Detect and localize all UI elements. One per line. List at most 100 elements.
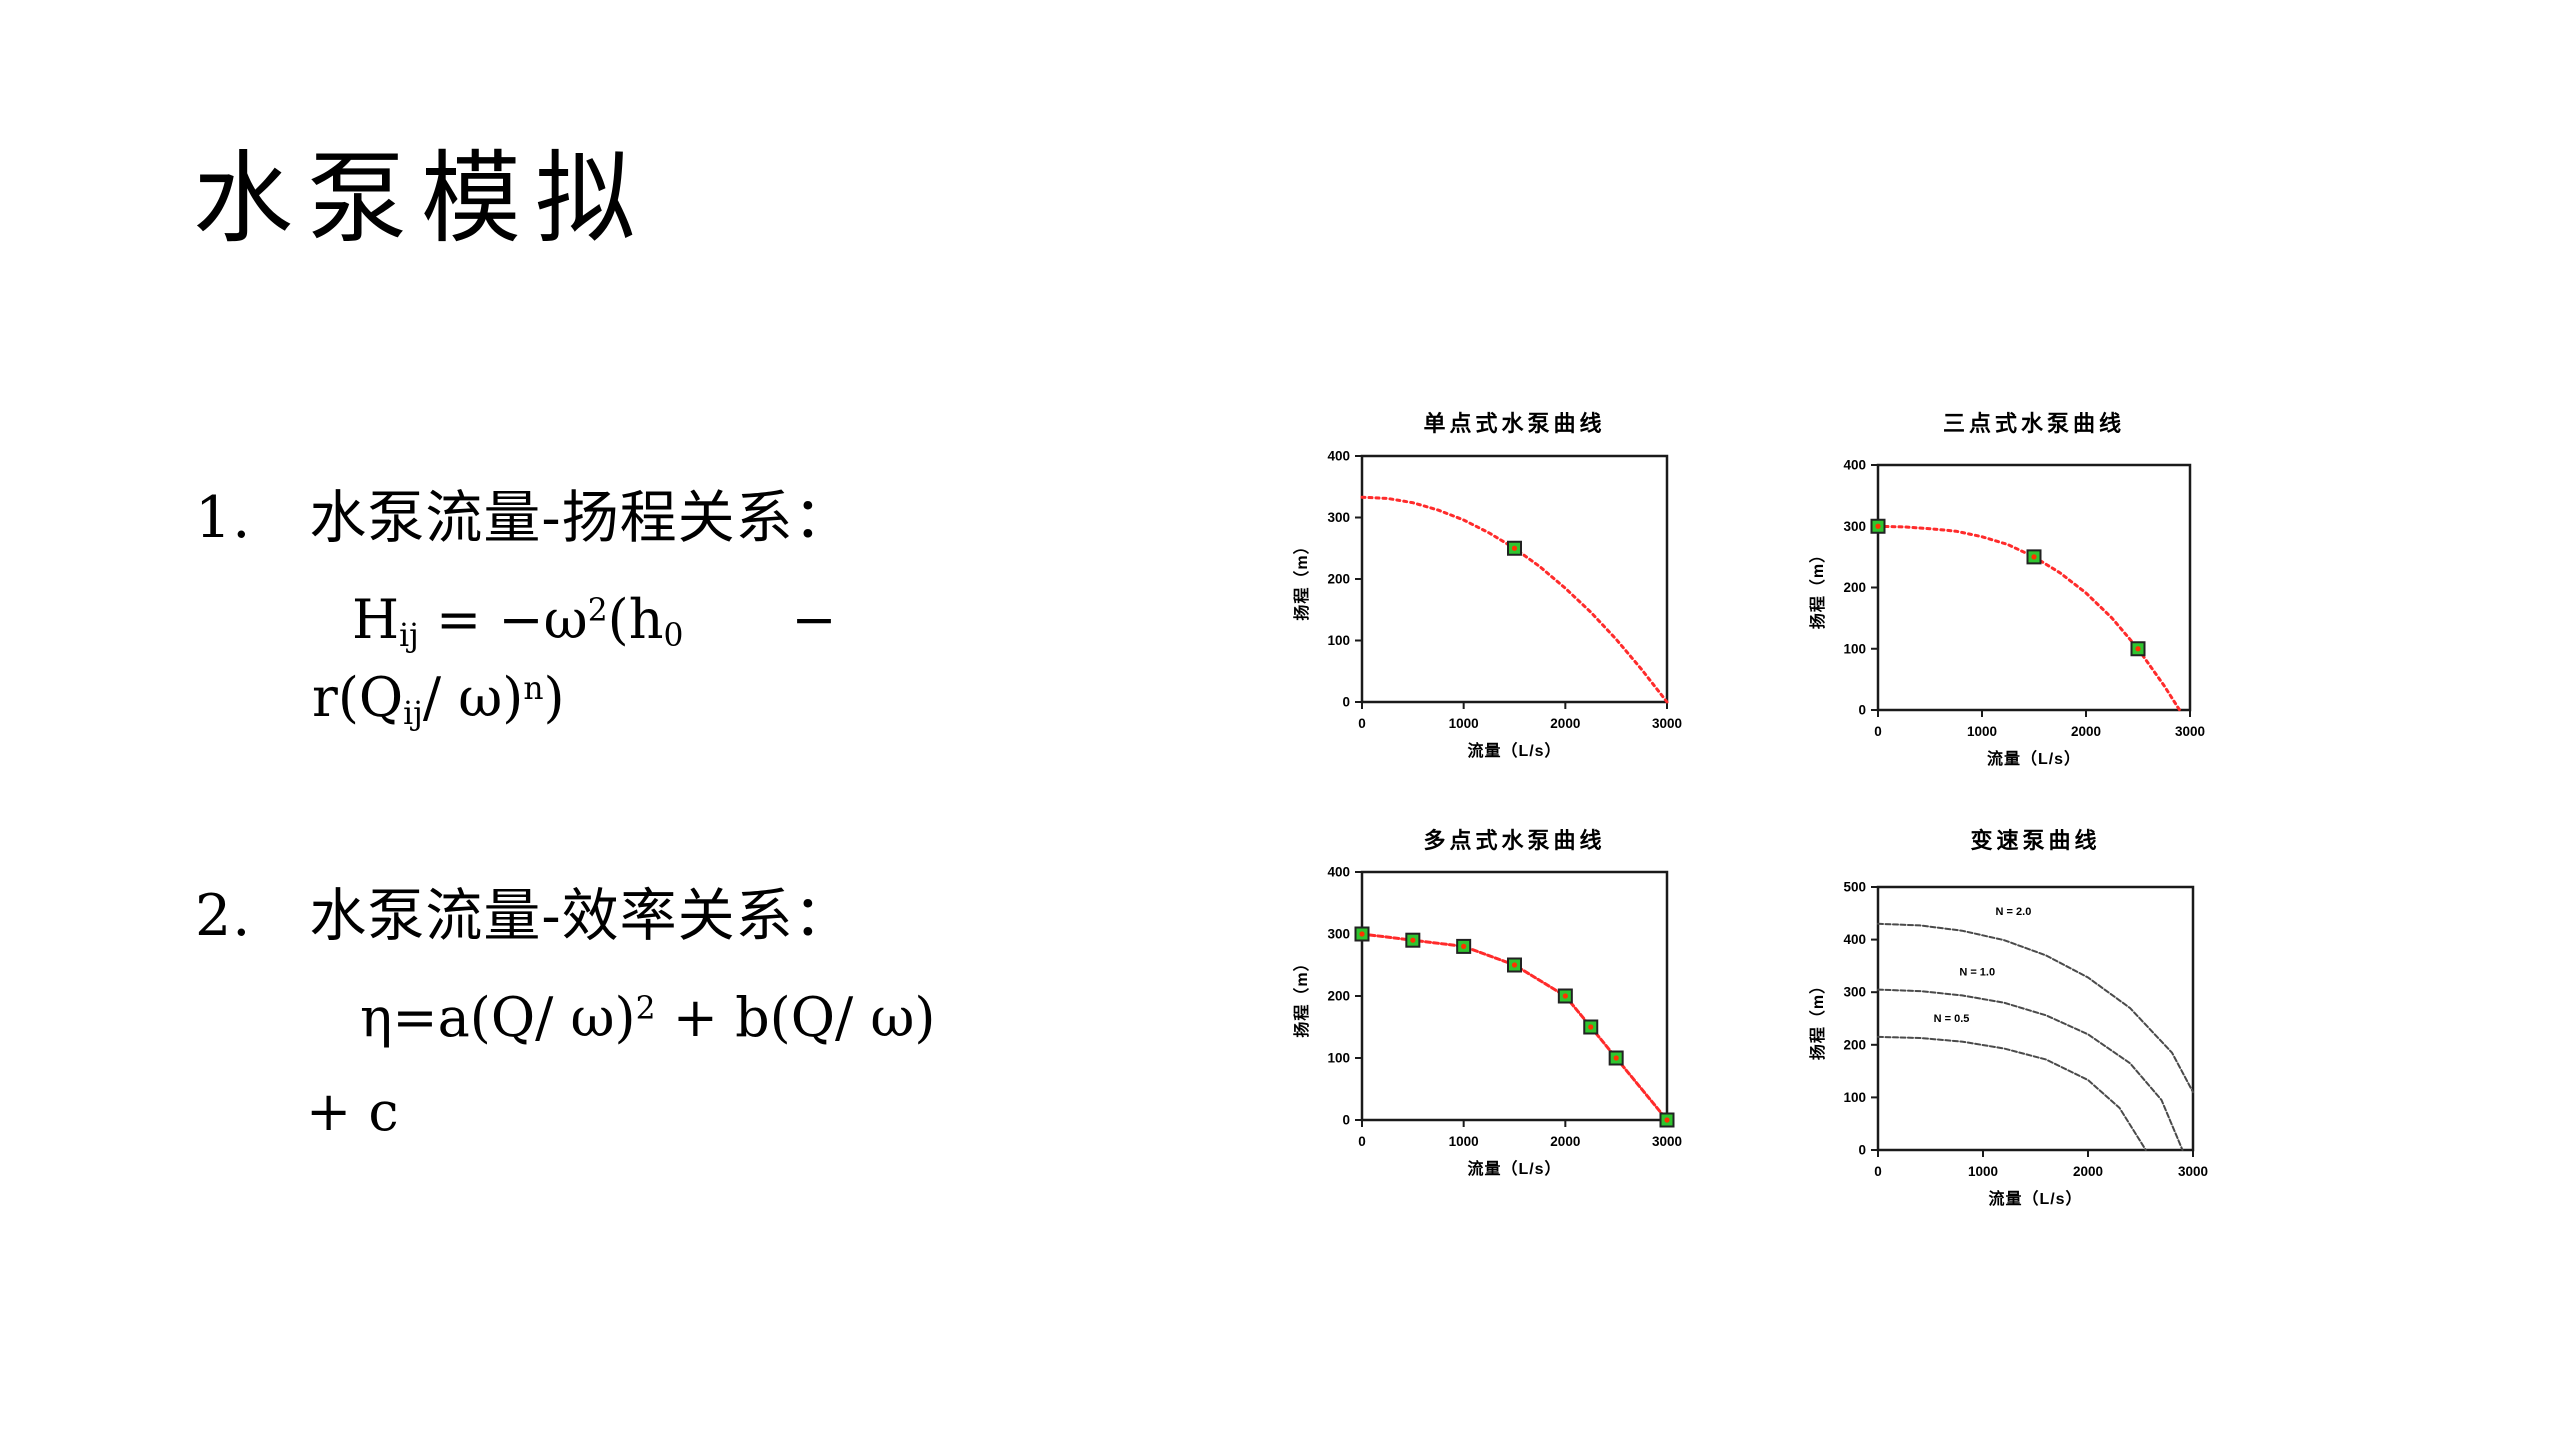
data-point-dot [1875,523,1881,529]
formula-text: − [683,588,837,651]
formula-text: ) [543,666,565,729]
curve-N = 0.5 [1877,1035,2147,1151]
y-tick-label: 100 [1327,1051,1350,1066]
formula-text: + c [306,1080,399,1143]
x-tick-label: 1000 [1968,1164,1998,1179]
chart-variable-speed: 变速泵曲线 0 100 200 300 400 500 0 1000 2000 3000 流量（L/s… [1808,828,2208,1208]
y-tick-label: 0 [1858,1143,1866,1158]
formula-2-line-1: η=a(Q/ ω)2 + b(Q/ ω) [360,986,935,1051]
y-tick-label: 300 [1327,927,1350,942]
y-axis-label: 扬程（m） [1292,954,1311,1037]
y-tick-label: 0 [1342,695,1350,710]
x-axis-label: 流量（L/s） [1467,1159,1561,1178]
y-tick-label: 200 [1327,989,1350,1004]
x-axis-label: 流量（L/s） [1467,741,1561,760]
data-point-dot [2031,554,2037,560]
data-point-dot [1359,931,1365,937]
y-tick-label: 100 [1843,641,1866,656]
formula-text: (h [607,588,664,651]
chart-title: 三点式水泵曲线 [1943,411,2125,436]
y-tick-label: 0 [1342,1113,1350,1128]
y-tick-label: 300 [1327,510,1350,525]
data-point-dot [1461,943,1467,949]
y-tick-label: 400 [1843,458,1866,473]
list-item-2: 2. 水泵流量-效率关系： [195,883,852,949]
data-point-dot [1613,1055,1619,1061]
y-tick-label: 100 [1843,1090,1866,1105]
formula-1-line-1: Hij = −ω2(h0 − [352,588,837,655]
y-tick-label: 300 [1843,519,1866,534]
y-tick-label: 400 [1327,865,1350,880]
x-tick-label: 0 [1358,716,1366,731]
x-tick-label: 2000 [1550,1134,1580,1149]
slide-title: 水泵模拟 [193,140,649,257]
chart-title: 多点式水泵曲线 [1423,828,1605,853]
x-tick-label: 1000 [1449,1134,1479,1149]
formula-sub: 0 [663,617,684,654]
y-tick-label: 100 [1327,633,1350,648]
formula-text: η=a(Q/ ω) [360,986,636,1049]
formula-sup: 2 [635,990,656,1027]
data-point-dot [2135,646,2141,652]
x-tick-label: 0 [1874,724,1882,739]
x-tick-label: 1000 [1449,716,1479,731]
y-axis-label: 扬程（m） [1292,537,1311,620]
plot-border [1360,454,1669,704]
data-point-dot [1664,1117,1670,1123]
formula-text: H [352,588,400,651]
formula-1-line-2: r(Qij/ ω)n) [312,666,565,733]
formula-text: + b(Q/ ω) [655,986,936,1049]
data-point-dot [1511,962,1518,968]
list-item-1: 1. 水泵流量-扬程关系： [195,485,852,551]
data-point-dot [1410,937,1416,943]
x-tick-label: 2000 [2073,1164,2103,1179]
chart-title: 变速泵曲线 [1970,828,2100,853]
y-tick-label: 400 [1843,932,1866,947]
formula-text: / ω) [422,666,524,729]
formula-text: = −ω [418,588,588,651]
y-tick-label: 400 [1327,449,1350,464]
x-tick-label: 2000 [1550,716,1580,731]
chart-single-point: 单点式水泵曲线 0 100 200 300 400 0 1000 2000 3000 流量（L/s）… [1292,411,1682,760]
x-tick-label: 0 [1358,1134,1366,1149]
y-axis-label: 扬程（m） [1808,546,1827,629]
plot-border [1360,870,1669,1122]
x-axis-label: 流量（L/s） [1988,1189,2082,1208]
formula-sub: ij [399,617,419,654]
curve-name-label: N = 2.0 [1996,906,2032,918]
formula-sub: ij [403,695,423,732]
y-tick-label: 200 [1843,580,1866,595]
plot-border [1876,885,2195,1152]
x-tick-label: 2000 [2071,724,2101,739]
x-tick-label: 3000 [2178,1164,2208,1179]
plot-border [1876,463,2192,712]
y-tick-label: 0 [1858,703,1866,718]
data-point-dot [1562,993,1568,999]
chart-multi-point: 多点式水泵曲线 0 100 200 300 400 0 1000 2000 3000 流量（L/s）… [1292,828,1682,1178]
formula-sup: n [523,670,544,707]
formula-2-line-2: + c [306,1080,399,1145]
formula-text: r(Q [312,666,404,729]
curve-name-label: N = 1.0 [1959,966,1995,978]
data-point-dot [1588,1024,1594,1030]
x-tick-label: 3000 [2175,724,2205,739]
y-tick-label: 200 [1327,572,1350,587]
y-axis-label: 扬程（m） [1808,977,1827,1060]
x-tick-label: 0 [1874,1164,1882,1179]
x-tick-label: 1000 [1967,724,1997,739]
data-point-dot [1511,545,1518,551]
chart-title: 单点式水泵曲线 [1423,411,1605,436]
curve-pump-curve [1360,495,1669,704]
curve-N = 1.0 [1877,988,2184,1151]
y-tick-label: 500 [1843,880,1866,895]
y-tick-label: 300 [1843,985,1866,1000]
curve-N = 2.0 [1877,922,2194,1094]
y-tick-label: 200 [1843,1037,1866,1052]
curve-name-label: N = 0.5 [1934,1013,1970,1025]
formula-sup: 2 [587,592,608,629]
chart-three-point: 三点式水泵曲线 0 100 200 300 400 0 1000 2000 3000 流量（L/s）… [1808,411,2205,768]
x-tick-label: 3000 [1652,716,1682,731]
x-tick-label: 3000 [1652,1134,1682,1149]
x-axis-label: 流量（L/s） [1987,749,2081,768]
